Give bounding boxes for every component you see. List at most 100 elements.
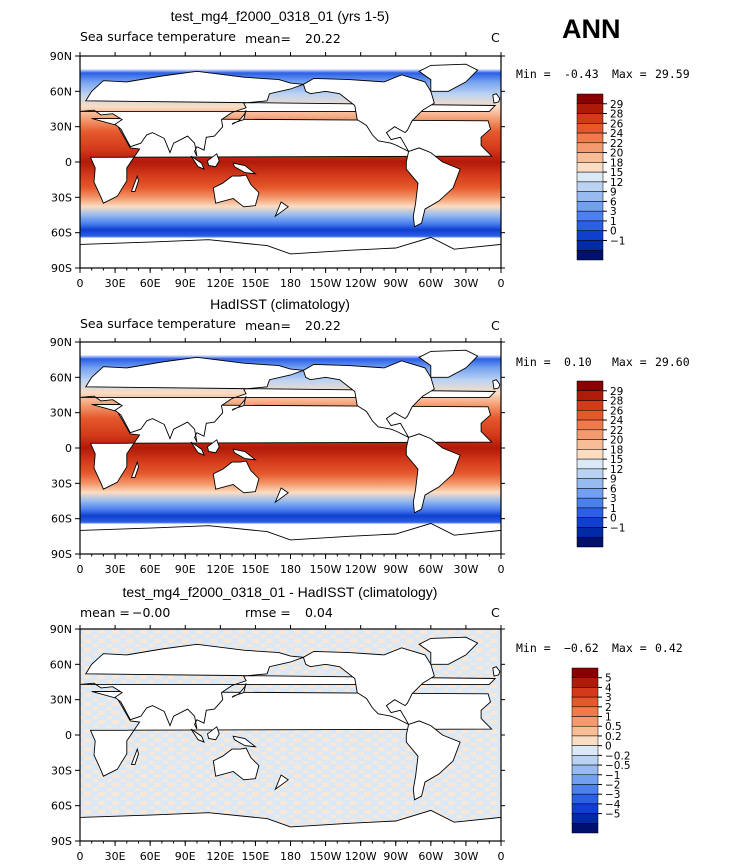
- colorbar-swatch: [576, 93, 604, 105]
- colorbar-label: 3: [610, 206, 617, 218]
- x-tick-label: 180: [280, 563, 301, 576]
- colorbar-label: 6: [610, 483, 617, 495]
- y-tick-label: 60N: [50, 658, 72, 671]
- colorbar-swatch: [576, 488, 604, 499]
- continent-outline: [130, 174, 139, 192]
- continent-outline: [190, 441, 205, 456]
- y-tick-label: 0: [65, 156, 72, 169]
- continent-outline: [492, 666, 501, 677]
- y-tick-label: 90S: [51, 262, 72, 275]
- colorbar-label: 5: [605, 673, 612, 685]
- continent-outline: [130, 747, 139, 765]
- colorbar-label: −4: [605, 799, 621, 811]
- colorbar-swatch: [576, 201, 604, 212]
- colorbar-label: 0.2: [605, 731, 622, 743]
- colorbar-label: 15: [610, 167, 623, 179]
- colorbar-label: 12: [610, 177, 623, 189]
- colorbar-label: 9: [610, 474, 617, 486]
- x-tick-label: 180: [280, 277, 301, 290]
- colorbar-swatch: [576, 468, 604, 479]
- colorbar-swatch: [571, 764, 599, 776]
- colorbar-label: −1: [610, 235, 625, 247]
- panel-3-rmse-label: rmse =: [245, 605, 291, 620]
- panel-2-variable: Sea surface temperature: [80, 316, 236, 331]
- colorbar-swatch: [576, 507, 604, 518]
- continent-outline: [206, 439, 220, 454]
- x-tick-label: 90W: [383, 850, 408, 863]
- continent-outline: [79, 643, 497, 730]
- x-tick-label: 0: [498, 277, 505, 290]
- colorbar-swatch: [576, 517, 604, 528]
- colorbar-label: 1: [610, 503, 617, 515]
- continent-outline: [492, 93, 501, 104]
- y-tick-label: 0: [65, 442, 72, 455]
- colorbar-label: −3: [605, 789, 620, 801]
- continent-outline: [405, 433, 461, 514]
- colorbar-swatch: [571, 823, 599, 834]
- colorbar-swatch: [576, 390, 604, 401]
- y-tick-label: 30S: [51, 477, 72, 490]
- colorbar-swatch: [576, 162, 604, 173]
- continent-outline: [232, 162, 257, 175]
- panel-2-max-value: 29.60: [655, 355, 690, 369]
- x-tick-label: 150E: [241, 563, 269, 576]
- panel-3-min-value: −0.62: [564, 641, 599, 655]
- continent-outline: [79, 356, 497, 443]
- panel-1-title: test_mg4_f2000_0318_01 (yrs 1-5): [170, 8, 390, 24]
- colorbar-label: 24: [610, 415, 624, 427]
- colorbar-label: 15: [610, 454, 623, 466]
- continent-outline: [206, 153, 220, 168]
- colorbar-label: 6: [610, 196, 617, 208]
- colorbar-label: 22: [610, 425, 623, 437]
- panel-1-min-value: -0.43: [564, 67, 599, 81]
- colorbar-label: 1: [610, 216, 617, 228]
- colorbar-label: 29: [610, 386, 623, 398]
- y-tick-label: 60S: [51, 227, 72, 240]
- colorbar-label: 2: [605, 702, 612, 714]
- colorbar-swatch: [576, 181, 604, 192]
- colorbar-swatch: [571, 745, 599, 756]
- colorbar-swatch: [576, 380, 604, 392]
- colorbar-label: 9: [610, 187, 617, 199]
- x-tick-label: 0: [77, 563, 84, 576]
- x-tick-label: 30E: [105, 563, 126, 576]
- colorbar-swatch: [571, 784, 599, 795]
- continent-outline: [231, 110, 247, 125]
- colorbar-swatch: [571, 667, 599, 678]
- panel-3-map: 0 30E 60E 90E 120E 150E 180 150W 120W 90W 60W 30W 09…: [50, 623, 505, 863]
- colorbar-swatch: [571, 696, 599, 708]
- continent-outline: [418, 349, 479, 378]
- continent-outline: [190, 155, 205, 170]
- colorbar-swatch: [571, 793, 599, 805]
- colorbar-label: 26: [610, 118, 624, 130]
- colorbar-swatch: [576, 478, 604, 489]
- colorbar-swatch: [576, 152, 604, 163]
- colorbar-swatch: [571, 687, 599, 698]
- y-tick-label: 30S: [51, 191, 72, 204]
- colorbar-label: 0: [610, 513, 617, 525]
- continent-outline: [190, 728, 205, 743]
- panel-1-variable: Sea surface temperature: [80, 29, 236, 44]
- x-tick-label: 90W: [383, 563, 408, 576]
- panel-1-mean-value: 20.22: [305, 31, 341, 46]
- panel-3-mean-value: −0.00: [132, 605, 171, 620]
- panel-2-title: HadISST (climatology): [210, 296, 350, 312]
- colorbar-label: 28: [610, 109, 623, 121]
- colorbar-swatch: [576, 230, 604, 241]
- colorbar-label: 0: [605, 741, 612, 753]
- y-tick-label: 90N: [50, 336, 72, 349]
- panel-3-max-value: 0.42: [655, 641, 683, 655]
- x-tick-label: 120W: [345, 850, 377, 863]
- continent-outline: [302, 647, 435, 726]
- panel-1-max-value: 29.59: [655, 67, 690, 81]
- continent-outline: [274, 487, 289, 504]
- x-tick-label: 120E: [206, 850, 234, 863]
- colorbar-swatch: [576, 142, 604, 153]
- continent-outline: [79, 70, 497, 157]
- colorbar-swatch: [576, 429, 604, 440]
- colorbar-swatch: [576, 536, 604, 548]
- panel-2-max-label: Max =: [612, 355, 647, 369]
- colorbar-label: 29: [610, 99, 623, 111]
